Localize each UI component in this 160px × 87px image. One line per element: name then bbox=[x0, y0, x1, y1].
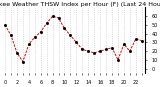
Title: Milwaukee Weather THSW Index per Hour (F) (Last 24 Hours): Milwaukee Weather THSW Index per Hour (F… bbox=[0, 2, 160, 7]
